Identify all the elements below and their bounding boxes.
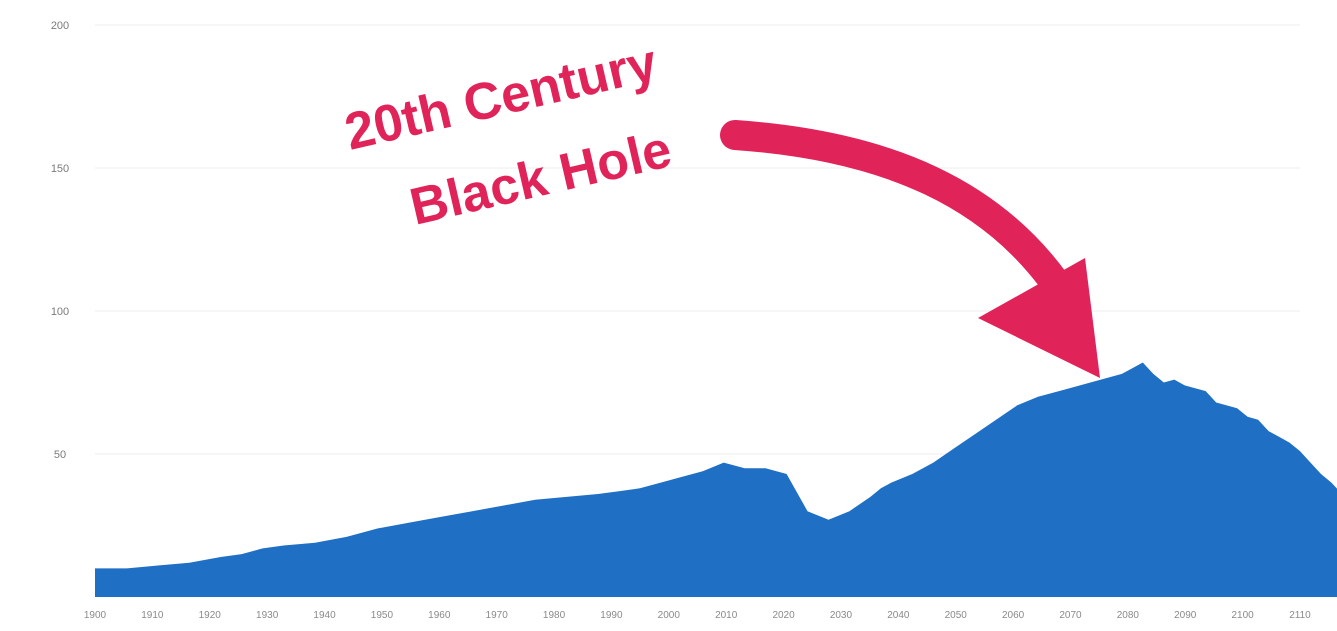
- x-axis-ticks: 1900 1910 1920 1930 1940 1950 1960 1970 1980 1990…: [84, 610, 1311, 621]
- x-tick-label: 1980: [543, 610, 566, 621]
- y-tick-label: 100: [51, 306, 69, 318]
- x-tick-label: 2030: [830, 610, 853, 621]
- x-tick-label: 1910: [141, 610, 164, 621]
- area-series-path: [95, 362, 1337, 597]
- x-tick-label: 2080: [1117, 610, 1140, 621]
- x-tick-label: 1990: [600, 610, 623, 621]
- x-tick-label: 2060: [1002, 610, 1025, 621]
- x-tick-label: 1900: [84, 610, 107, 621]
- x-tick-label: 1970: [486, 610, 509, 621]
- area-series: [95, 362, 1337, 597]
- x-tick-label: 1920: [199, 610, 222, 621]
- x-tick-label: 1960: [428, 610, 451, 621]
- x-tick-label: 1950: [371, 610, 394, 621]
- x-tick-label: 2070: [1059, 610, 1082, 621]
- y-tick-label: 150: [51, 163, 69, 175]
- x-tick-label: 2010: [715, 610, 738, 621]
- x-tick-label: 2040: [887, 610, 910, 621]
- y-tick-label: 200: [51, 20, 69, 32]
- annotation-arrow: [720, 120, 1085, 320]
- y-axis-ticks: 50 100 150 200: [51, 20, 69, 461]
- x-tick-label: 2090: [1174, 610, 1197, 621]
- y-tick-label: 50: [54, 449, 66, 461]
- x-tick-label: 1940: [313, 610, 336, 621]
- x-tick-label: 1930: [256, 610, 279, 621]
- x-tick-label: 2000: [658, 610, 681, 621]
- x-tick-label: 2110: [1289, 610, 1311, 621]
- annotation-arrowhead: [978, 258, 1100, 378]
- x-tick-label: 2100: [1231, 610, 1254, 621]
- x-tick-label: 2050: [945, 610, 968, 621]
- x-tick-label: 2020: [772, 610, 795, 621]
- annotation: 20th Century Black Hole: [340, 34, 1100, 378]
